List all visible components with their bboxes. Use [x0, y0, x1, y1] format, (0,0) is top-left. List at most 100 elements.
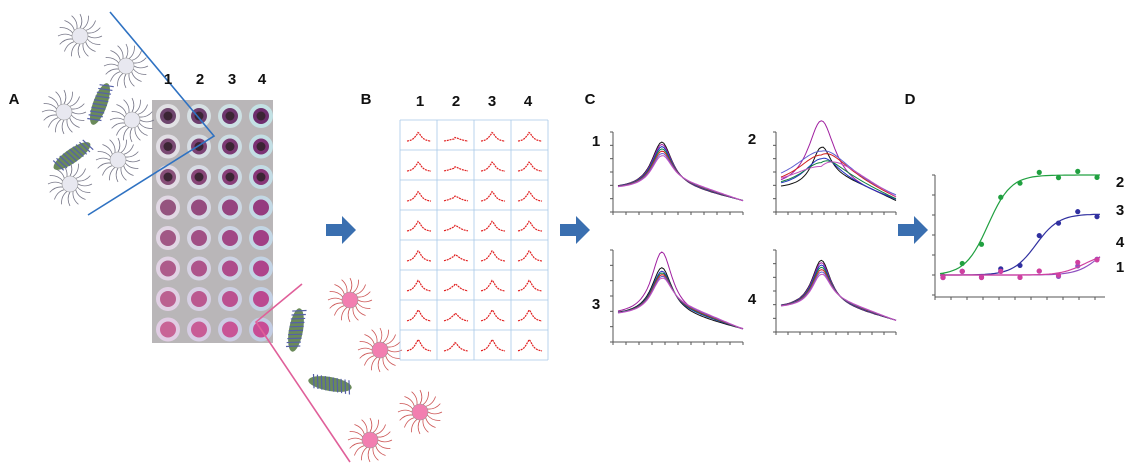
ligand [109, 117, 125, 121]
column-label: 1 [416, 93, 424, 110]
helix [291, 313, 306, 316]
ligand [87, 35, 103, 39]
mini-spectrum [406, 220, 432, 232]
ligand [105, 57, 119, 64]
ligand [357, 291, 371, 298]
ligand [334, 305, 345, 316]
ligand [123, 165, 134, 176]
column-label: 3 [488, 93, 496, 110]
mini-spectrum [406, 309, 432, 322]
helix [52, 160, 65, 171]
ligand [72, 163, 79, 177]
well-center [160, 199, 176, 216]
ligand [77, 186, 91, 193]
ligand [116, 125, 127, 136]
ligand [109, 167, 116, 181]
ligand [349, 431, 363, 438]
well-center [191, 321, 207, 338]
ligand [49, 186, 63, 193]
ligand [47, 181, 63, 185]
ligand [97, 151, 111, 158]
mini-spectrum [480, 309, 506, 322]
ligand [111, 122, 125, 129]
helix [79, 141, 91, 153]
data-point [940, 274, 946, 281]
well-core [225, 142, 235, 151]
well-center [253, 230, 269, 246]
mini-spectrum [443, 283, 469, 292]
ligand [71, 103, 85, 110]
ligand [361, 447, 368, 461]
protein [87, 83, 114, 125]
ligand [59, 27, 73, 34]
helix [92, 102, 108, 107]
well-center [160, 291, 176, 307]
nanoparticle [411, 403, 429, 421]
data-point [1036, 232, 1042, 239]
mini-spectrum [443, 136, 469, 142]
ligand [133, 68, 147, 75]
ligand [341, 279, 348, 293]
well-core [194, 172, 204, 182]
ligand [397, 409, 413, 413]
ligand [75, 168, 86, 179]
ligand [105, 68, 119, 75]
ligand [110, 71, 121, 82]
ligand [385, 334, 396, 345]
well-core [256, 111, 266, 121]
ligand [375, 424, 386, 435]
ligand [375, 445, 386, 456]
data-point [978, 274, 985, 281]
ligand [123, 144, 134, 155]
mini-spectrum [406, 161, 432, 172]
ligand [82, 43, 89, 57]
ligand [48, 96, 59, 107]
spectrum [617, 155, 744, 202]
plot-label: 4 [748, 291, 757, 308]
well-core [163, 172, 173, 182]
ligand [372, 419, 379, 433]
ligand [120, 167, 127, 181]
nanoparticle [109, 151, 127, 169]
mini-spectrum [443, 253, 469, 262]
ligand [77, 175, 91, 182]
helix [288, 333, 303, 336]
mini-spectrum [443, 312, 469, 322]
helix [348, 380, 351, 395]
ligand [387, 341, 401, 348]
ligand [417, 419, 421, 435]
helix [332, 377, 335, 392]
ligand [117, 137, 121, 153]
ligand [377, 431, 391, 438]
data-point [1055, 272, 1062, 278]
ligand [57, 33, 73, 37]
ligand [59, 38, 73, 45]
well-center [160, 321, 176, 338]
ligand [134, 127, 141, 141]
data-point [998, 194, 1004, 200]
particles [41, 13, 443, 463]
ligand [349, 277, 353, 293]
ligand [123, 127, 130, 141]
ligand [64, 20, 75, 31]
protein [308, 373, 352, 395]
well-core [256, 142, 266, 151]
helix [292, 309, 307, 312]
ligand [359, 352, 373, 359]
ligand [385, 355, 396, 366]
ligand [87, 38, 101, 45]
well-center [253, 199, 269, 216]
helix [95, 95, 110, 99]
panel-label: C [585, 91, 596, 108]
ligand [379, 327, 383, 343]
helix [96, 91, 112, 95]
ligand [329, 291, 343, 298]
ligand [109, 139, 116, 153]
nanoparticle [341, 291, 359, 309]
mini-spectrum [406, 190, 432, 202]
data-point [1017, 274, 1023, 280]
ligand [357, 299, 373, 303]
ligand [377, 439, 393, 443]
well-center [222, 321, 238, 338]
ligand [327, 297, 343, 301]
